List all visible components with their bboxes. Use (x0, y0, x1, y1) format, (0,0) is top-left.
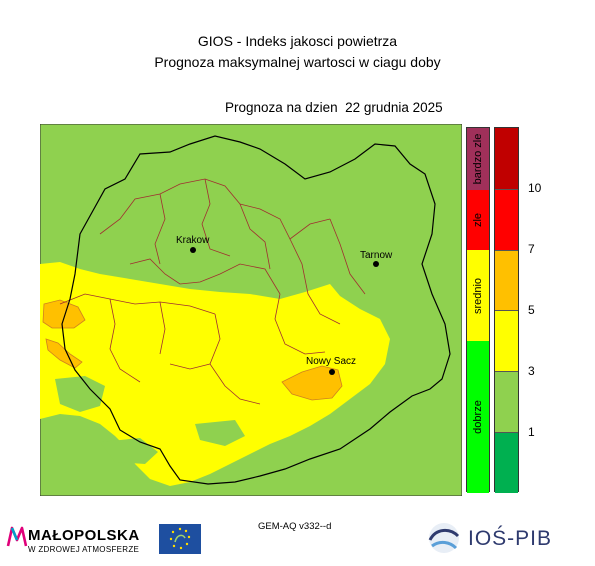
city-dot-nowy-sacz (329, 369, 335, 375)
quality-good-label: dobrze (472, 400, 484, 434)
zone-good-patch-sc (195, 420, 245, 446)
city-dot-tarnow (373, 261, 379, 267)
scale-seg-2 (495, 189, 518, 250)
scale-seg-6 (495, 432, 518, 493)
scale-tick-5: 5 (528, 303, 535, 317)
city-label-nowy-sacz: Nowy Sacz (306, 356, 356, 367)
malopolska-mark-stroke (10, 527, 19, 541)
quality-moderate-label: srednio (472, 277, 484, 314)
malopolska-logo (6, 526, 28, 547)
county-borders (59, 178, 366, 405)
zone-good-patch-sw (55, 376, 105, 412)
zone-elevated-nowy-sacz (281, 365, 343, 401)
malopolska-tagline: W ZDROWEJ ATMOSFERZE (28, 545, 140, 554)
city-label-tarnow: Tarnow (360, 250, 393, 261)
zone-moderate (40, 262, 390, 486)
index-scale-bar (494, 127, 519, 493)
quality-very-bad: bardzo zle (467, 128, 489, 190)
quality-bad: zle (467, 190, 489, 250)
scale-tick-1: 1 (528, 425, 535, 439)
eu-life-flag-icon (159, 524, 201, 554)
quality-bad-label: zle (472, 212, 484, 228)
scale-seg-3 (495, 250, 518, 310)
quality-very-bad-label: bardzo zle (472, 133, 484, 185)
forecast-map: Krakow Tarnow Nowy Sacz (40, 124, 462, 496)
quality-good: dobrze (467, 341, 489, 493)
scale-tick-3: 3 (528, 364, 535, 378)
map-title: GIOS - Indeks jakosci powietrza (197, 33, 398, 49)
scale-seg-4 (495, 310, 518, 371)
scale-seg-5 (495, 371, 518, 432)
malopolska-name: MAŁOPOLSKA (28, 527, 140, 544)
scale-seg-1 (495, 128, 518, 189)
scale-tick-10: 10 (528, 181, 542, 195)
ios-pib-logo-icon (428, 523, 460, 553)
quality-legend-bar: bardzo zle zle srednio dobrze (466, 127, 490, 493)
zone-good-patch-s (100, 438, 158, 464)
scale-tick-7: 7 (528, 242, 535, 256)
city-dot-krakow (190, 247, 196, 253)
zone-elevated-west (42, 299, 86, 329)
zone-elevated-sw (45, 338, 83, 369)
model-version-label: GEM-AQ v332--d (258, 521, 332, 532)
city-label-krakow: Krakow (176, 235, 210, 246)
voivodeship-border (61, 135, 451, 485)
map-subtitle: Prognoza maksymalnej wartosci w ciagu do… (154, 54, 441, 70)
forecast-date-label: Prognoza na dzien 22 grudnia 2025 (225, 100, 443, 115)
quality-moderate: srednio (467, 250, 489, 341)
ios-pib-name: IOŚ-PIB (468, 527, 553, 550)
